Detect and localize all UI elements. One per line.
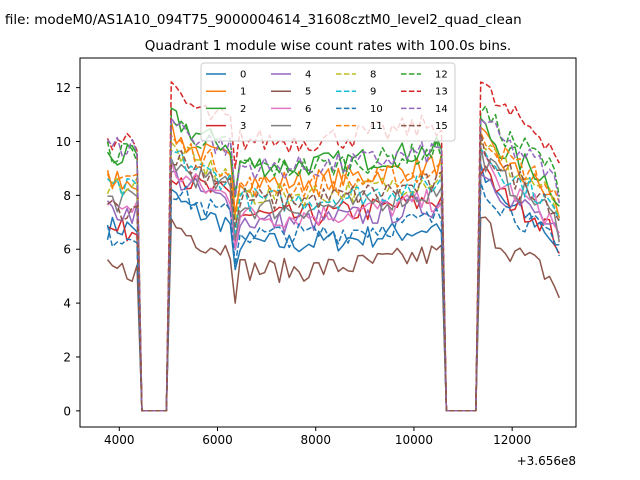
series-line-11	[106, 130, 560, 412]
legend-label-12: 12	[435, 70, 448, 81]
series-line-14	[106, 117, 561, 412]
legend-label-3: 3	[240, 121, 246, 132]
legend-label-7: 7	[305, 121, 311, 132]
x-tick-label: 12000	[493, 433, 531, 447]
legend-label-15: 15	[435, 121, 448, 132]
series-line-7	[107, 145, 561, 412]
legend-label-5: 5	[305, 87, 311, 98]
x-axis-offset-label: +3.656e8	[517, 454, 576, 468]
series-line-3	[107, 165, 560, 412]
legend-label-13: 13	[435, 87, 448, 98]
legend-label-2: 2	[240, 104, 246, 115]
legend-label-8: 8	[370, 70, 376, 81]
series-line-5	[106, 216, 560, 412]
y-tick-label: 12	[56, 81, 71, 95]
y-tick-label: 4	[63, 297, 71, 311]
legend-label-0: 0	[240, 70, 246, 81]
series-line-6	[106, 148, 560, 412]
x-tick-label: 8000	[300, 433, 331, 447]
x-tick-label: 10000	[395, 433, 433, 447]
x-tick-label: 4000	[104, 433, 135, 447]
x-tick-label: 6000	[202, 433, 233, 447]
series-line-12	[106, 105, 561, 412]
y-tick-label: 6	[63, 243, 71, 257]
y-tick-label: 10	[56, 135, 71, 149]
y-tick-label: 0	[63, 404, 71, 418]
legend-label-1: 1	[240, 87, 246, 98]
figure-suptitle: n file: modeM0/AS1A10_094T75_9000004614_…	[0, 12, 522, 28]
legend-label-9: 9	[370, 87, 376, 98]
legend-label-6: 6	[305, 104, 311, 115]
plot-frame	[79, 57, 577, 428]
legend-label-4: 4	[305, 70, 311, 81]
series-line-4	[106, 170, 561, 412]
series-line-10	[106, 181, 561, 412]
y-tick-label: 8	[63, 189, 71, 203]
legend-box	[200, 62, 456, 142]
legend-label-14: 14	[435, 104, 448, 115]
series-layer	[106, 81, 561, 412]
series-line-15	[107, 131, 560, 412]
series-line-9	[106, 148, 560, 412]
legend-label-11: 11	[370, 121, 383, 132]
legend-label-10: 10	[370, 104, 383, 115]
y-tick-label: 2	[63, 350, 71, 364]
chart-title: Quadrant 1 module wise count rates with …	[145, 38, 511, 54]
